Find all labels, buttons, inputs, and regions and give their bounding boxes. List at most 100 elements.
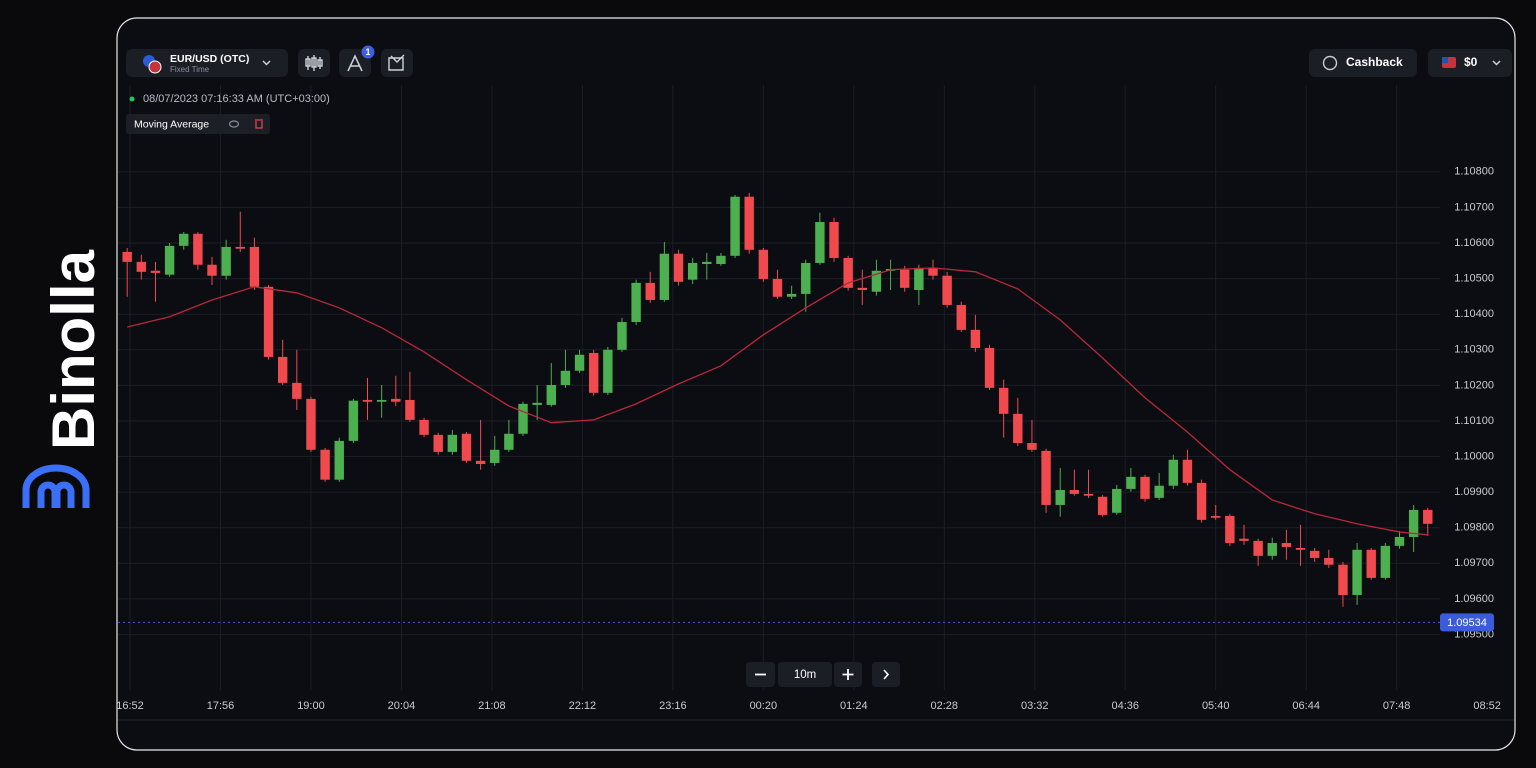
cashback-button[interactable] bbox=[1309, 49, 1417, 77]
candle-body bbox=[207, 264, 217, 276]
x-tick-label: 16:52 bbox=[116, 700, 144, 712]
candle-body bbox=[1126, 476, 1136, 489]
candle-body bbox=[1225, 515, 1235, 544]
asset-pair: EUR/USD (OTC) bbox=[170, 53, 249, 65]
candle-body bbox=[998, 387, 1009, 414]
candle-body bbox=[320, 449, 330, 480]
asset-button[interactable] bbox=[126, 49, 288, 77]
candle-body bbox=[871, 270, 882, 292]
candle-body bbox=[900, 269, 910, 288]
candle-body bbox=[490, 449, 500, 463]
interval-box[interactable] bbox=[778, 662, 832, 687]
last-price-label: 1.09534 bbox=[1447, 617, 1487, 629]
candle-body bbox=[391, 398, 401, 402]
candle-body bbox=[179, 233, 189, 246]
candle-body bbox=[1408, 509, 1419, 537]
candle-body bbox=[518, 403, 528, 434]
cashback-label: Cashback bbox=[1346, 55, 1403, 69]
candle-body bbox=[1423, 509, 1433, 524]
candle-body bbox=[1324, 557, 1334, 565]
candle-body bbox=[362, 399, 373, 402]
y-tick-label: 1.09600 bbox=[1454, 593, 1494, 605]
app-frame bbox=[116, 17, 1516, 751]
candle-body bbox=[136, 261, 147, 272]
x-tick-label: 05:40 bbox=[1202, 700, 1230, 712]
candle-body bbox=[815, 222, 825, 263]
x-tick-label: 04:36 bbox=[1111, 700, 1139, 712]
candle-body bbox=[1112, 488, 1122, 513]
x-tick-label: 17:56 bbox=[207, 700, 235, 712]
y-tick-label: 1.10000 bbox=[1454, 450, 1494, 462]
drawings-icon bbox=[388, 54, 405, 71]
y-tick-label: 1.10100 bbox=[1454, 415, 1494, 427]
candle-body bbox=[1281, 543, 1292, 547]
candle-body bbox=[249, 246, 260, 287]
candle-body bbox=[306, 398, 316, 450]
candle-body bbox=[970, 329, 981, 348]
y-tick-label: 1.09500 bbox=[1454, 628, 1494, 640]
x-tick-label: 21:08 bbox=[478, 700, 506, 712]
candle-body bbox=[1253, 540, 1263, 556]
candle-body bbox=[433, 434, 443, 452]
candle-body bbox=[786, 293, 797, 297]
delete-icon[interactable] bbox=[255, 119, 263, 129]
plus-icon bbox=[842, 669, 854, 680]
candle-body bbox=[984, 347, 995, 388]
candle-body bbox=[659, 253, 670, 300]
candle-body bbox=[687, 262, 698, 280]
indicators-icon bbox=[347, 54, 363, 72]
y-tick-label: 1.09800 bbox=[1454, 522, 1494, 534]
balance: $0 bbox=[1464, 55, 1478, 69]
drawings-button[interactable] bbox=[381, 49, 413, 77]
eye-icon[interactable] bbox=[228, 120, 240, 128]
x-tick-label: 01:24 bbox=[840, 700, 868, 712]
candle-body bbox=[405, 399, 415, 420]
candle-body bbox=[1366, 549, 1376, 578]
candle-body bbox=[504, 433, 514, 450]
candle-body bbox=[942, 275, 952, 305]
asset-selector[interactable]: EUR/USD (OTC) Fixed Time bbox=[126, 49, 288, 77]
indicator-chip[interactable] bbox=[126, 114, 270, 134]
candle-body bbox=[1196, 482, 1207, 520]
candle-body bbox=[376, 399, 387, 402]
candle-body bbox=[857, 287, 867, 290]
candle-body bbox=[1027, 443, 1037, 450]
balance-button[interactable] bbox=[1428, 49, 1512, 77]
y-tick-label: 1.10400 bbox=[1454, 308, 1494, 320]
badge bbox=[361, 45, 375, 59]
chevron bbox=[1492, 60, 1501, 66]
candle-body bbox=[574, 354, 585, 371]
scroll-right[interactable] bbox=[872, 662, 900, 687]
candle-body bbox=[532, 402, 542, 405]
status-dot bbox=[129, 96, 135, 102]
candle-body bbox=[1083, 493, 1094, 496]
candle-body bbox=[1097, 496, 1108, 515]
candle-body bbox=[560, 370, 571, 386]
candle-body bbox=[645, 282, 655, 300]
x-tick-label: 22:12 bbox=[569, 700, 597, 712]
candle-body bbox=[122, 251, 132, 262]
candle-body bbox=[801, 262, 811, 294]
x-tick-label: 06:44 bbox=[1292, 700, 1320, 712]
x-tick-label: 19:00 bbox=[297, 700, 325, 712]
cashback-icon bbox=[1322, 55, 1338, 71]
candle-body bbox=[744, 196, 754, 250]
candle-body bbox=[348, 400, 359, 441]
candle-body bbox=[1267, 543, 1277, 556]
candle-body bbox=[334, 440, 344, 480]
candle-body bbox=[702, 261, 712, 265]
candle-body bbox=[1295, 548, 1306, 550]
indicator-name: Moving Average bbox=[134, 118, 209, 130]
timestamp: 08/07/2023 07:16:33 AM (UTC+03:00) bbox=[143, 93, 330, 105]
series-layer bbox=[122, 192, 1433, 607]
asset-mode: Fixed Time bbox=[170, 65, 210, 74]
candle-body bbox=[263, 286, 274, 357]
brand-logo bbox=[22, 464, 90, 508]
badge-count: 1 bbox=[365, 47, 370, 57]
candle-body bbox=[1380, 545, 1391, 578]
candle-body bbox=[914, 267, 924, 290]
y-tick-label: 1.10800 bbox=[1454, 166, 1494, 178]
candle-body bbox=[673, 253, 684, 282]
